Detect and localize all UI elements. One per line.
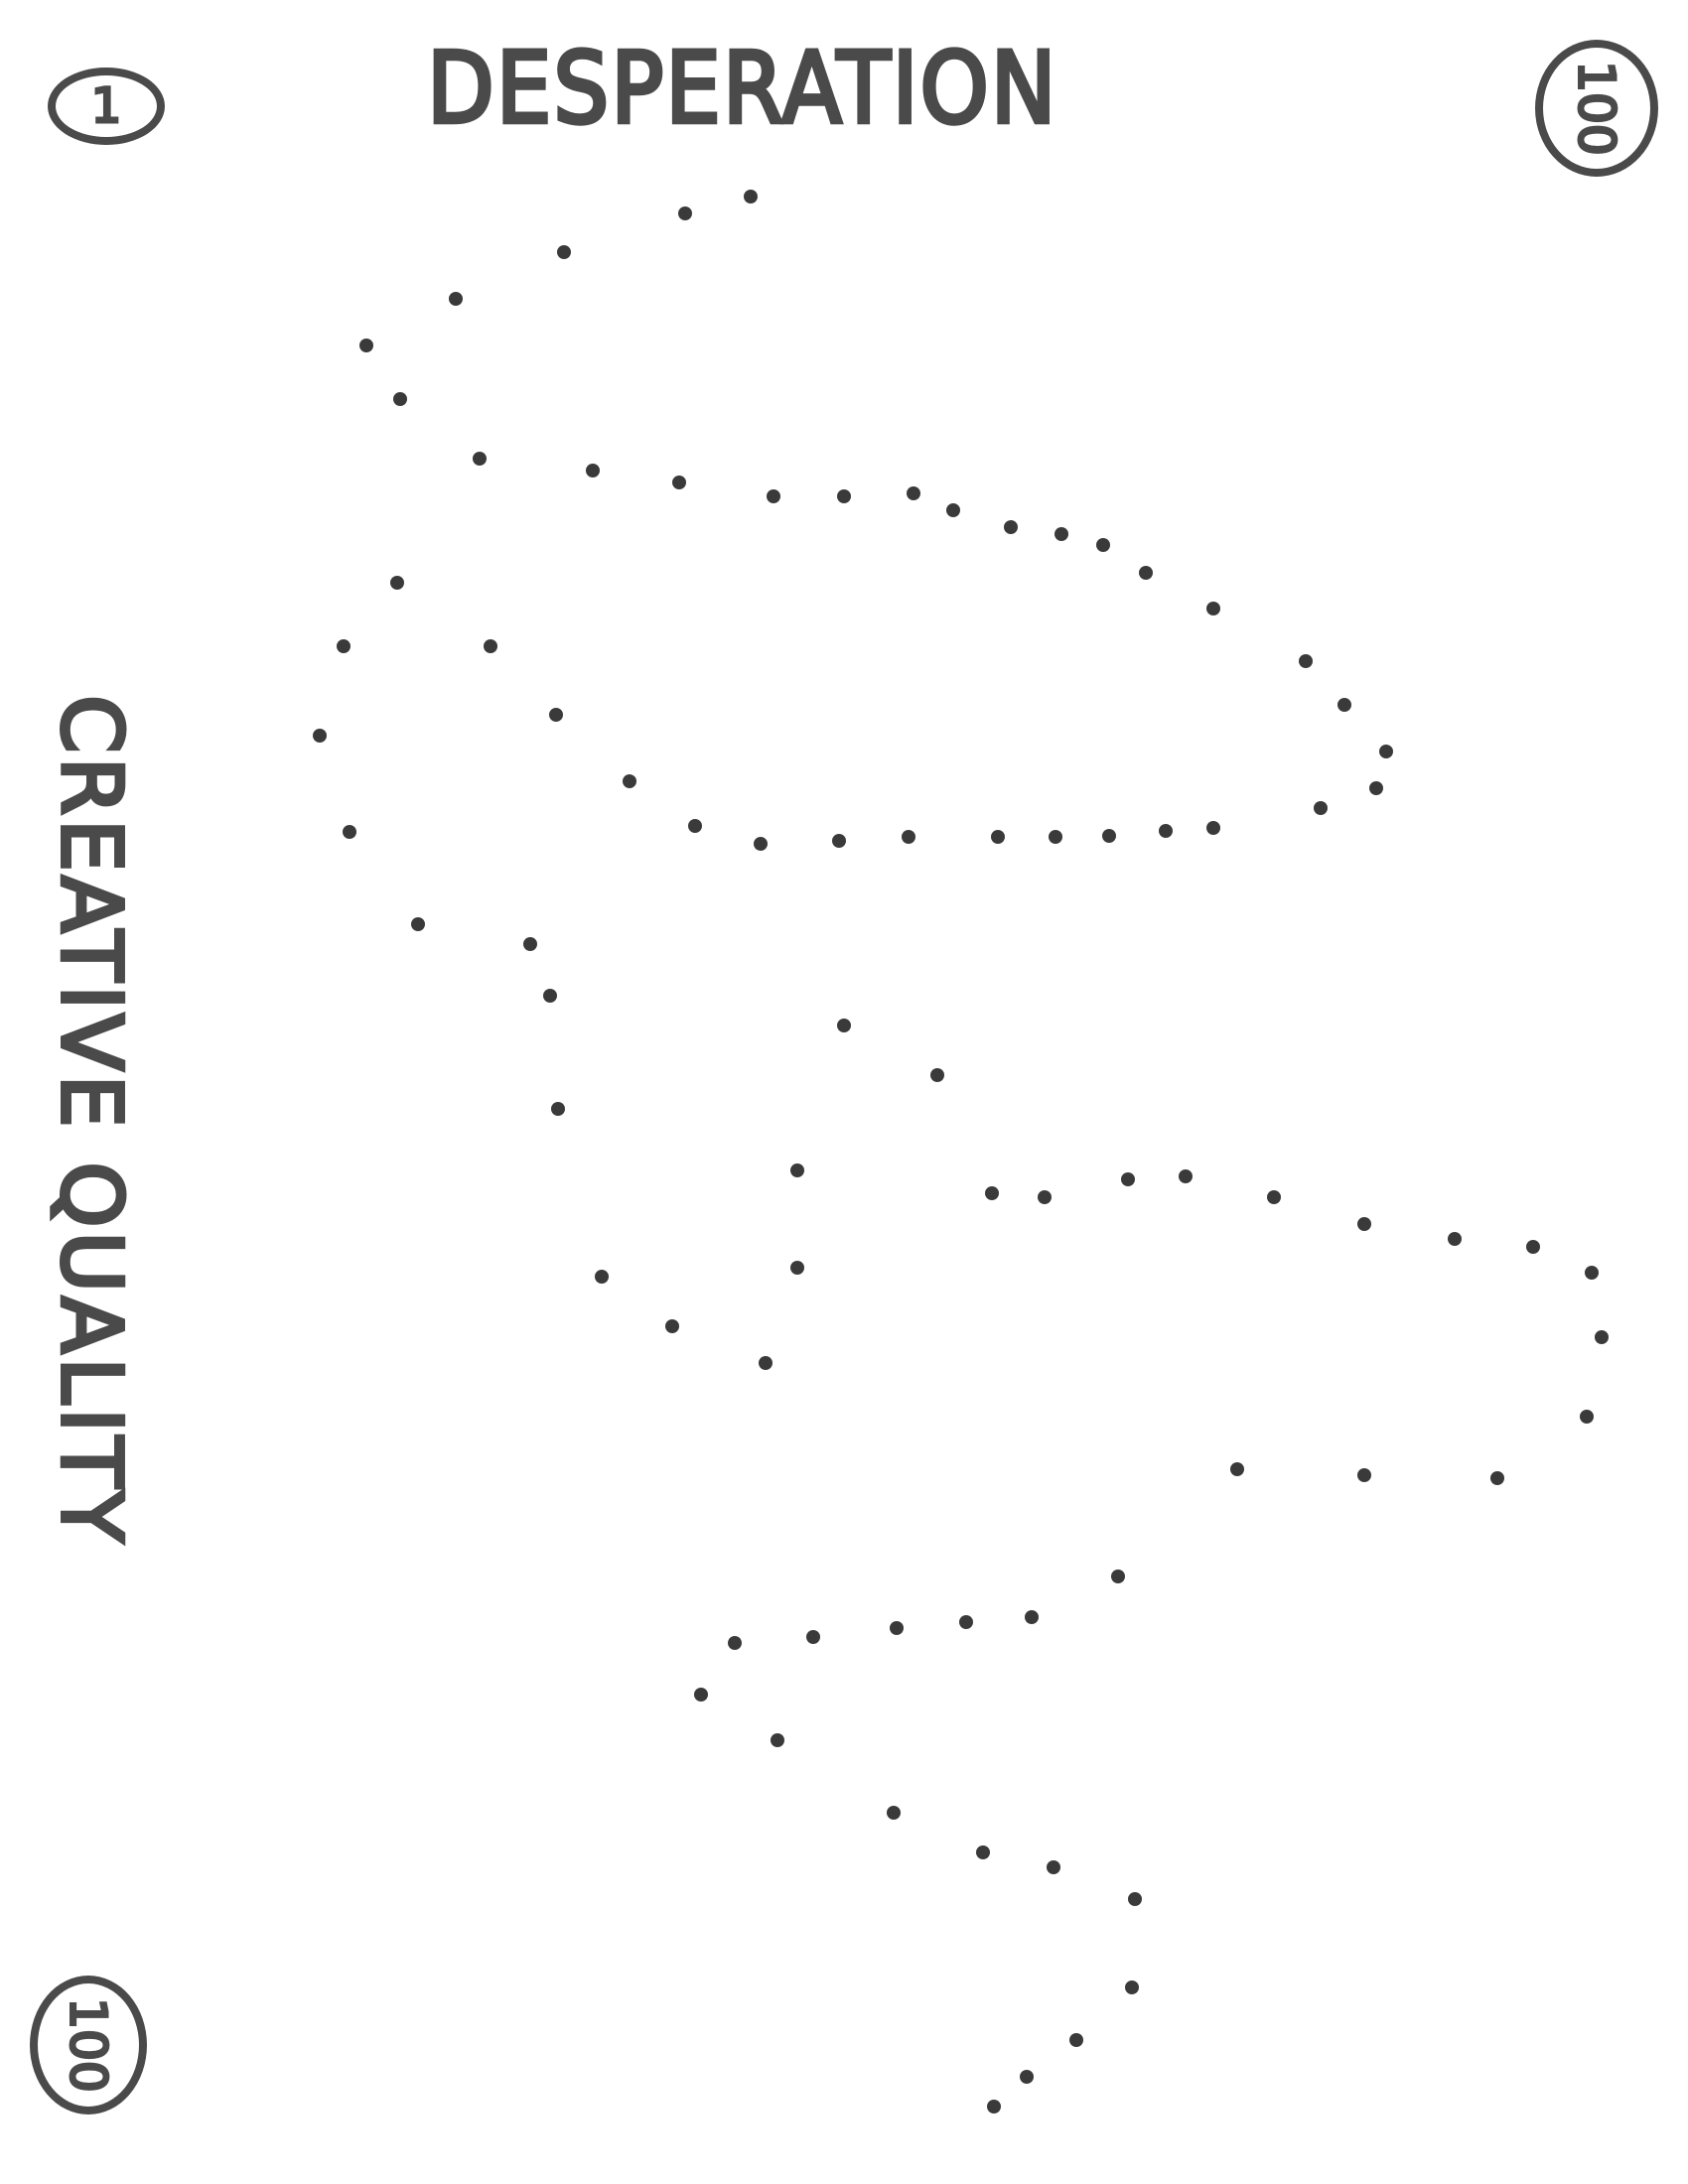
- curve-dot: [1448, 1232, 1462, 1246]
- curve-dot: [1025, 1610, 1039, 1624]
- curve-dot: [393, 392, 407, 406]
- curve-dot: [1490, 1471, 1504, 1485]
- curve-dot: [837, 1019, 851, 1032]
- curve-dot: [1314, 801, 1328, 815]
- curve-dot: [586, 464, 600, 478]
- curve-dot: [1357, 1217, 1371, 1231]
- corner-marker-top-left: 1: [48, 68, 165, 145]
- curve-dot: [1585, 1266, 1599, 1280]
- curve-dot: [767, 489, 780, 503]
- curve-dot: [806, 1630, 820, 1644]
- curve-dot: [543, 989, 557, 1003]
- curve-dot: [1069, 2033, 1083, 2047]
- curve-dot: [1020, 2070, 1034, 2084]
- corner-marker-bottom-left: 100: [30, 1976, 147, 2115]
- curve-dot: [359, 339, 373, 352]
- curve-dot: [672, 476, 686, 489]
- curve-dot: [313, 729, 327, 743]
- curve-dot: [1206, 821, 1220, 835]
- curve-dot: [987, 2100, 1001, 2114]
- curve-dot: [1055, 527, 1068, 541]
- curve-dot: [959, 1615, 973, 1629]
- curve-dot: [623, 774, 636, 788]
- corner-marker-top-left-label: 1: [89, 77, 123, 136]
- curve-dot: [1580, 1410, 1594, 1424]
- title-desperation: DESPERATION: [425, 31, 1058, 146]
- curve-dot: [1526, 1240, 1540, 1254]
- curve-dot: [1128, 1892, 1142, 1906]
- corner-marker-bottom-left-label: 100: [59, 1996, 119, 2094]
- curve-dot: [694, 1688, 708, 1702]
- curve-dot: [1357, 1468, 1371, 1482]
- curve-dot: [523, 937, 537, 951]
- curve-dot: [1206, 602, 1220, 615]
- curve-dot: [890, 1621, 904, 1635]
- curve-dot: [665, 1319, 679, 1333]
- curve-dot: [887, 1806, 901, 1820]
- curve-dot: [771, 1733, 784, 1747]
- curve-dot: [551, 1102, 565, 1116]
- curve-dot: [1038, 1190, 1052, 1204]
- curve-dot: [1595, 1330, 1609, 1344]
- curve-dot: [837, 489, 851, 503]
- curve-dot: [759, 1356, 773, 1370]
- curve-dot: [744, 190, 758, 204]
- curve-dot: [1139, 566, 1153, 580]
- curve-dot: [449, 292, 463, 306]
- curve-dot: [473, 452, 487, 466]
- curve-dot: [1111, 1570, 1125, 1583]
- side-label-creative-quality: CREATIVE QUALITY: [41, 693, 142, 1549]
- curve-dot: [790, 1261, 804, 1275]
- curve-dot: [832, 834, 846, 848]
- curve-dot: [549, 708, 563, 722]
- curve-dot: [1004, 520, 1018, 534]
- curve-dot: [1125, 1980, 1139, 1994]
- curve-dot: [411, 917, 425, 931]
- curve-dot: [1121, 1172, 1135, 1186]
- curve-dot: [484, 639, 497, 653]
- curve-dot: [976, 1845, 990, 1859]
- curve-dot: [930, 1068, 944, 1082]
- curve-dot: [1049, 830, 1062, 844]
- curve-dot: [1230, 1462, 1244, 1476]
- curve-dot: [1369, 781, 1383, 795]
- curve-dot: [1379, 745, 1393, 758]
- curve-dot: [337, 639, 351, 653]
- curve-dot: [991, 830, 1005, 844]
- corner-marker-top-right: 100: [1535, 40, 1658, 177]
- curve-dot: [1102, 829, 1116, 843]
- curve-dot: [907, 486, 920, 500]
- curve-dot: [1299, 654, 1313, 668]
- curve-dot: [1179, 1169, 1193, 1183]
- curve-dot: [1047, 1860, 1060, 1874]
- curve-dot: [1096, 538, 1110, 552]
- curve-dot: [1337, 698, 1351, 712]
- curve-dot: [557, 245, 571, 259]
- curve-dot: [728, 1636, 742, 1650]
- curve-dot: [688, 819, 702, 833]
- curve-dot: [1267, 1190, 1281, 1204]
- curve-dot: [946, 503, 960, 517]
- curve-dot: [1159, 824, 1173, 838]
- curve-dot: [902, 830, 915, 844]
- curve-dot: [678, 206, 692, 220]
- curve-dot: [985, 1186, 999, 1200]
- curve-dot: [790, 1163, 804, 1177]
- curve-dot: [754, 837, 768, 851]
- curve-dot: [390, 576, 404, 590]
- curve-dot: [595, 1270, 609, 1284]
- corner-marker-top-right-label: 100: [1567, 60, 1627, 157]
- curve-dot: [343, 825, 356, 839]
